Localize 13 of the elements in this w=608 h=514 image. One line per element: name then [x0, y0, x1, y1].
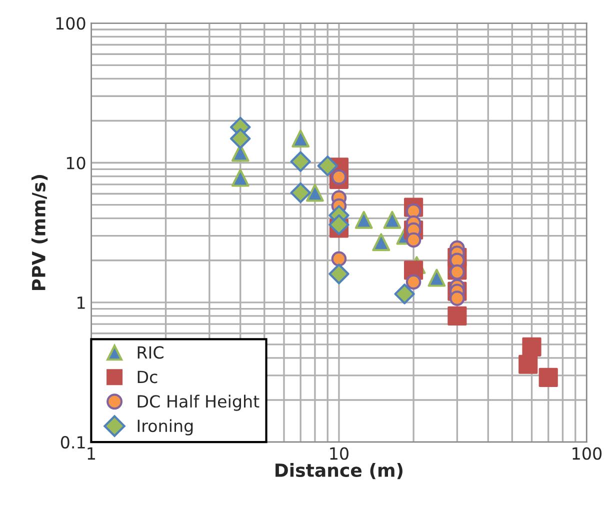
y-tick-label: 100	[56, 17, 86, 30]
legend-label: Dc	[138, 370, 158, 384]
y-tick-label: 0.1	[60, 436, 85, 449]
y-axis-title: PPV (mm/s)	[32, 175, 48, 290]
legend-label: Ironing	[138, 419, 193, 436]
y-tick-label: 10	[66, 156, 86, 170]
x-axis-title: Distance (m)	[276, 463, 402, 480]
y-tick-label: 1	[78, 296, 85, 309]
x-tick-label: 10	[330, 447, 348, 460]
legend-label: DC Half Height	[138, 394, 260, 411]
legend-label: RIC	[138, 346, 164, 359]
x-tick-label: 1	[88, 447, 95, 460]
x-tick-label: 100	[572, 447, 602, 460]
